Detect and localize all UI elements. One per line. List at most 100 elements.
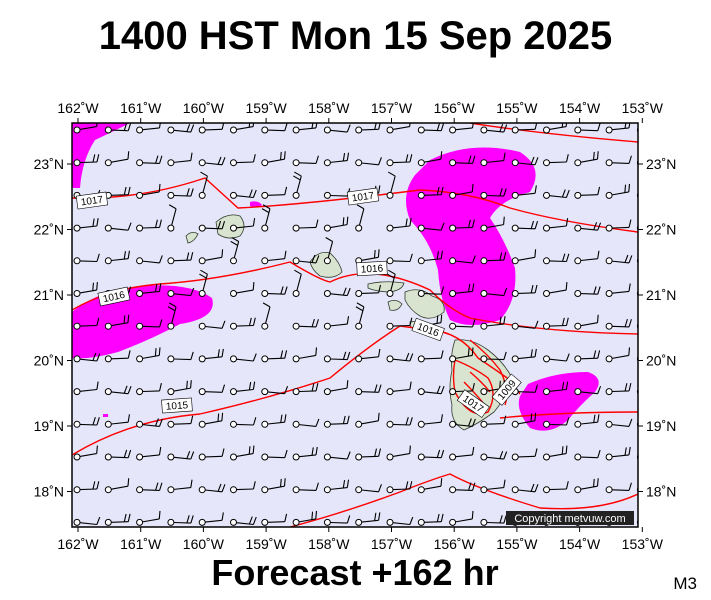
wind-feather — [346, 515, 351, 524]
wind-station — [167, 453, 175, 461]
wind-barb — [386, 516, 414, 526]
wind-barb — [417, 449, 445, 461]
wind-station — [73, 126, 81, 134]
wind-feather — [596, 151, 599, 160]
wind-barb — [386, 417, 413, 428]
wind-feather — [530, 220, 535, 229]
wind-feather — [168, 302, 177, 308]
rain-dot — [103, 414, 108, 417]
wind-station — [292, 257, 300, 265]
wind-feather — [597, 222, 602, 231]
wind-feather — [468, 155, 472, 164]
wind-feather — [186, 515, 190, 524]
wind-feather — [472, 382, 475, 392]
wind-staff — [330, 293, 348, 297]
wind-barb — [104, 385, 132, 396]
wind-feather — [596, 478, 599, 487]
wind-feather — [597, 449, 601, 458]
wind-staff — [611, 191, 629, 196]
wind-staff — [486, 521, 504, 524]
wind-barb — [104, 222, 132, 232]
wind-feather — [503, 287, 508, 296]
wind-station — [605, 486, 613, 494]
wind-feather — [378, 448, 382, 457]
wind-feather — [200, 269, 208, 275]
wind-feather — [190, 252, 194, 261]
wind-feather — [96, 218, 99, 227]
wind-staff — [455, 325, 473, 328]
wind-barb — [386, 381, 412, 396]
wind-barb — [574, 386, 602, 396]
wind-barb — [480, 316, 506, 330]
wind-feather — [378, 123, 381, 130]
wind-station — [449, 224, 457, 232]
wind-barb — [136, 255, 163, 265]
wind-barb — [449, 446, 475, 461]
wind-feather — [409, 516, 414, 525]
wind-barb — [198, 269, 208, 297]
wind-barb — [636, 389, 638, 395]
wind-feather — [624, 318, 628, 327]
wind-feather — [96, 417, 100, 426]
wind-barb — [198, 220, 226, 232]
wind-staff — [424, 357, 442, 360]
wind-station — [104, 486, 112, 494]
wind-barb — [355, 157, 382, 167]
wind-feather — [315, 155, 319, 164]
lon-label-top: 154˚W — [559, 100, 601, 116]
wind-feather — [409, 445, 411, 454]
wind-barb — [355, 204, 365, 232]
wind-station — [261, 126, 269, 134]
wind-staff — [79, 161, 98, 164]
wind-feather — [440, 123, 445, 131]
wind-station — [230, 322, 237, 330]
wind-staff — [236, 324, 254, 327]
wind-station — [386, 322, 394, 330]
wind-feather — [96, 445, 98, 454]
wind-feather — [217, 156, 222, 165]
wind-staff — [518, 128, 536, 131]
wind-feather — [127, 186, 131, 195]
wind-barb — [136, 183, 161, 199]
wind-staff — [330, 387, 348, 392]
wind-staff — [392, 388, 410, 392]
wind-feather — [346, 351, 351, 360]
wind-barb — [417, 123, 445, 134]
wind-barb — [480, 515, 507, 526]
wind-feather — [436, 315, 439, 324]
wind-feather — [467, 283, 471, 292]
wind-station — [543, 420, 550, 428]
wind-station — [355, 355, 363, 363]
wind-barb — [104, 478, 130, 494]
isobar-label: 1017 — [346, 187, 380, 206]
wind-station — [198, 191, 206, 199]
wind-station — [574, 224, 582, 232]
wind-barb — [230, 417, 257, 428]
wind-barb — [480, 188, 507, 199]
wind-staff — [79, 423, 98, 426]
wind-staff — [111, 485, 129, 490]
wind-staff — [390, 175, 396, 193]
wind-barb — [355, 302, 365, 330]
wind-station — [167, 159, 175, 167]
wind-feather — [315, 382, 319, 392]
wind-feather — [123, 251, 127, 260]
wind-barb — [480, 415, 507, 428]
wind-staff — [173, 521, 191, 524]
wind-barb — [73, 381, 99, 396]
wind-staff — [265, 208, 271, 226]
wind-feather — [346, 287, 351, 296]
wind-station — [73, 224, 81, 232]
wind-staff — [361, 455, 379, 458]
wind-barb — [292, 171, 302, 199]
wind-station — [104, 257, 112, 265]
wind-feather — [373, 250, 376, 259]
wind-feather — [565, 417, 570, 426]
wind-feather — [190, 479, 193, 488]
wind-barb — [417, 414, 443, 428]
wind-feather — [530, 413, 533, 422]
wind-station — [167, 290, 175, 297]
wind-station — [230, 453, 237, 461]
wind-feather — [346, 415, 350, 424]
wind-staff — [142, 489, 160, 491]
